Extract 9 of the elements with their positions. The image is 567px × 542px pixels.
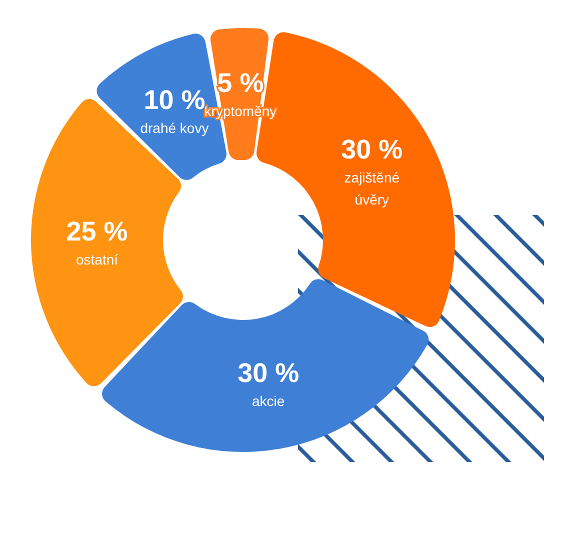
slice-label: zajištěné úvěry	[344, 169, 400, 208]
slice-label: akcie	[252, 392, 285, 409]
data-label: 10 %	[144, 85, 206, 116]
data-label: 25 %	[66, 216, 128, 247]
data-label: 30 %	[238, 358, 300, 388]
slice-label: ostatní	[76, 252, 118, 268]
data-label: 5 %	[217, 68, 264, 98]
slice-label: drahé kovy	[140, 120, 209, 136]
data-label: 30 %	[341, 134, 403, 164]
